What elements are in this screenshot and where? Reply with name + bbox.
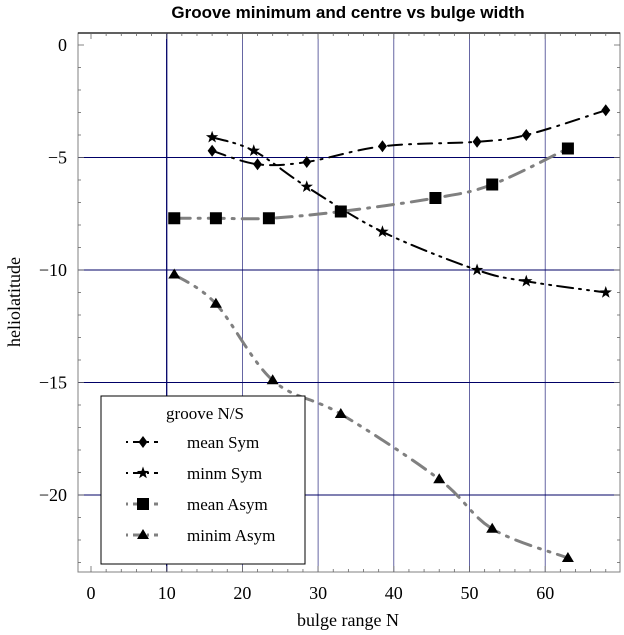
data-point-diamond xyxy=(472,135,482,148)
data-point-diamond xyxy=(302,156,312,168)
x-axis-ticks: 0 10 20 30 40 50 60 xyxy=(87,33,607,603)
data-point-square xyxy=(334,205,347,218)
data-point-diamond xyxy=(377,140,387,153)
series-group xyxy=(168,104,612,562)
data-point-star xyxy=(247,144,260,157)
legend-entry: minim Asym xyxy=(126,526,275,545)
data-point-square xyxy=(168,212,181,225)
y-tick-label: 0 xyxy=(58,35,67,55)
y-tick-label: −20 xyxy=(39,485,67,505)
data-point-star xyxy=(376,225,389,238)
y-tick-label: −5 xyxy=(48,148,67,168)
legend-label: minm Sym xyxy=(187,464,262,483)
data-point-star xyxy=(205,130,219,143)
y-axis-ticks: 0 −5 −10 −15 −20 xyxy=(39,35,620,563)
x-tick-label: 20 xyxy=(233,583,251,603)
data-point-triangle xyxy=(334,408,347,418)
legend-marker-diamond xyxy=(138,436,148,448)
legend-entry: minm Sym xyxy=(126,464,262,483)
x-tick-label: 30 xyxy=(309,583,327,603)
data-point-square xyxy=(561,142,574,155)
legend-marker-star xyxy=(136,466,150,479)
legend-label: minim Asym xyxy=(187,526,275,545)
data-point-diamond xyxy=(521,129,531,141)
legend-title: groove N/S xyxy=(166,404,244,423)
series-line xyxy=(211,109,607,167)
series-mean-sym xyxy=(207,104,611,171)
legend-marker-triangle xyxy=(137,529,149,539)
x-tick-label: 60 xyxy=(536,583,554,603)
y-axis-label: heliolatitude xyxy=(4,257,24,347)
series-minim-asym xyxy=(168,268,574,562)
x-axis-label: bulge range N xyxy=(297,610,399,630)
chart-title: Groove minimum and centre vs bulge width xyxy=(171,3,524,22)
data-point-diamond xyxy=(601,104,611,117)
data-point-triangle xyxy=(168,268,181,279)
data-point-square xyxy=(486,178,499,191)
data-point-diamond xyxy=(253,158,263,171)
data-point-square xyxy=(429,192,442,204)
data-point-square xyxy=(209,212,222,225)
series-minm-sym xyxy=(205,130,612,298)
data-point-star xyxy=(470,263,484,276)
data-point-star xyxy=(520,274,533,287)
data-point-triangle xyxy=(209,297,222,308)
x-tick-label: 50 xyxy=(461,583,479,603)
legend-entry: mean Asym xyxy=(126,495,268,514)
data-point-square xyxy=(262,212,275,225)
data-point-diamond xyxy=(207,144,217,157)
x-tick-label: 10 xyxy=(158,583,176,603)
data-point-star xyxy=(599,286,612,298)
series-mean-asym xyxy=(168,142,574,225)
data-point-triangle xyxy=(266,374,279,385)
legend-label: mean Sym xyxy=(187,433,259,452)
legend-entry: mean Sym xyxy=(126,433,259,452)
y-tick-label: −15 xyxy=(39,373,67,393)
data-point-triangle xyxy=(561,552,574,562)
legend: groove N/S mean Sym minm Sym mean Asym mini… xyxy=(100,395,306,565)
x-tick-label: 0 xyxy=(87,583,96,603)
y-tick-label: −10 xyxy=(39,260,67,280)
x-tick-label: 40 xyxy=(385,583,403,603)
data-point-star xyxy=(300,180,313,193)
legend-label: mean Asym xyxy=(187,495,268,514)
data-point-triangle xyxy=(433,473,446,484)
legend-marker-square xyxy=(137,498,149,510)
data-point-triangle xyxy=(486,522,499,533)
